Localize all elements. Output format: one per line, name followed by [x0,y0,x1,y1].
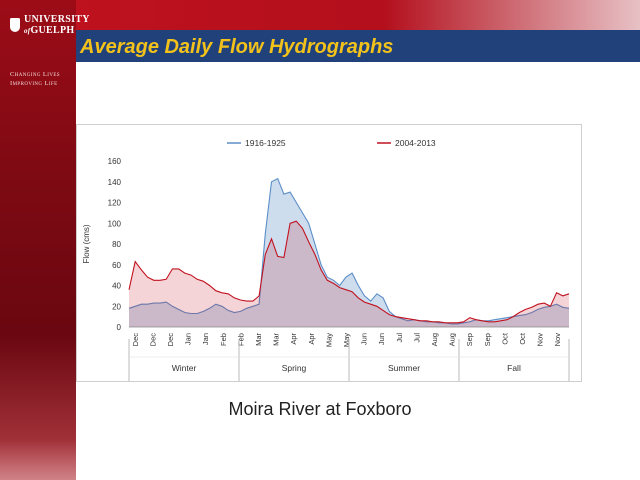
y-tick-label: 120 [108,199,122,208]
x-tick-label: Jun [377,333,386,345]
series-area-1 [129,221,569,327]
x-tick-label: Dec [148,333,157,347]
slide-title: Average Daily Flow Hydrographs [80,36,394,58]
x-tick-label: May [342,333,351,347]
season-label: Fall [507,363,521,373]
legend-label-0: 1916-1925 [245,138,286,148]
x-tick-label: Nov [553,333,562,347]
x-tick-label: Mar [254,333,263,346]
top-band [0,0,640,30]
x-tick-label: Feb [236,333,245,346]
x-tick-label: Dec [166,333,175,347]
x-tick-label: Jan [201,333,210,345]
logo-line-1: UNIVERSITY [24,14,90,25]
x-tick-label: Dec [131,333,140,347]
chart-caption: Moira River at Foxboro [228,399,412,419]
logo-line-2: GUELPH [30,25,75,36]
x-tick-label: Sep [483,333,492,346]
x-tick-label: Jan [184,333,193,345]
x-tick-label: Aug [448,333,457,346]
x-tick-label: Mar [272,333,281,346]
x-tick-label: Apr [307,332,316,344]
y-tick-label: 80 [112,240,121,249]
series-line-0 [128,177,570,325]
y-axis-label: Flow (cms) [82,224,91,263]
legend-label-1: 2004-2013 [395,138,436,148]
y-tick-label: 0 [117,323,122,332]
x-tick-label: Oct [518,332,527,345]
x-tick-label: Apr [289,332,298,344]
x-tick-label: Sep [465,333,474,346]
y-tick-label: 20 [112,302,121,311]
tagline: Changing Lives Improving Life [10,70,72,88]
x-tick-label: Feb [219,333,228,346]
tagline-line-1: Changing Lives [10,71,60,78]
y-tick-label: 40 [112,282,121,291]
season-label: Spring [282,363,307,373]
hydrograph-chart: 1916-1925 2004-2013 0 20 40 60 80 100 120 140 160 F… [82,138,570,381]
season-label: Winter [172,363,197,373]
logo-prefix: of [24,27,31,35]
x-tick-label: Nov [536,333,545,347]
crest-icon [10,18,20,32]
y-tick-label: 100 [108,219,122,228]
season-label: Summer [388,363,420,373]
chart-container: 1916-1925 2004-2013 0 20 40 60 80 100 120 140 160 F… [76,124,582,382]
x-tick-label: Aug [430,333,439,346]
left-panel [0,0,76,480]
title-bar [76,30,640,62]
university-logo: UNIVERSITY ofGUELPH [10,12,89,50]
x-tick-label: May [324,333,333,347]
x-tick-label: Jul [412,333,421,343]
x-tick-label: Jul [395,333,404,343]
left-panel-fade [0,440,76,480]
y-tick-label: 140 [108,178,122,187]
x-tick-label: Oct [500,332,509,345]
tagline-line-2: Improving Life [10,80,58,87]
x-tick-label: Jun [360,333,369,345]
y-tick-label: 60 [112,261,121,270]
y-tick-label: 160 [108,157,122,166]
series-line-1 [128,220,570,324]
series-area-0 [129,178,569,327]
